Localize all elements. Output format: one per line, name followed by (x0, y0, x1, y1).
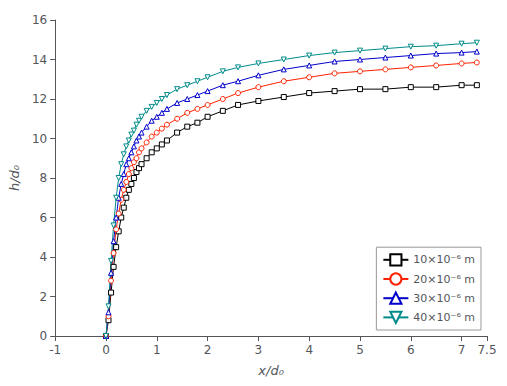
svg-text:7: 7 (458, 343, 466, 357)
svg-text:h/d₀: h/d₀ (7, 164, 22, 191)
svg-text:5: 5 (356, 343, 364, 357)
svg-text:3: 3 (255, 343, 263, 357)
svg-text:30×10⁻⁶ m: 30×10⁻⁶ m (413, 292, 475, 305)
svg-text:7.5: 7.5 (477, 343, 496, 357)
svg-text:10×10⁻⁶ m: 10×10⁻⁶ m (413, 253, 475, 266)
svg-text:0: 0 (40, 329, 48, 343)
svg-text:0: 0 (102, 343, 110, 357)
svg-text:x/d₀: x/d₀ (257, 363, 284, 378)
svg-text:-1: -1 (49, 343, 61, 357)
svg-text:16: 16 (32, 13, 47, 27)
svg-text:2: 2 (204, 343, 212, 357)
svg-text:6: 6 (40, 211, 48, 225)
svg-text:2: 2 (40, 290, 48, 304)
svg-text:4: 4 (305, 343, 313, 357)
svg-text:4: 4 (40, 250, 48, 264)
svg-text:40×10⁻⁶ m: 40×10⁻⁶ m (413, 311, 475, 324)
svg-text:10: 10 (32, 132, 47, 146)
svg-text:8: 8 (40, 171, 48, 185)
svg-text:1: 1 (153, 343, 161, 357)
svg-text:20×10⁻⁶ m: 20×10⁻⁶ m (413, 273, 475, 286)
svg-text:14: 14 (32, 53, 47, 67)
svg-text:12: 12 (32, 92, 47, 106)
svg-text:6: 6 (407, 343, 415, 357)
